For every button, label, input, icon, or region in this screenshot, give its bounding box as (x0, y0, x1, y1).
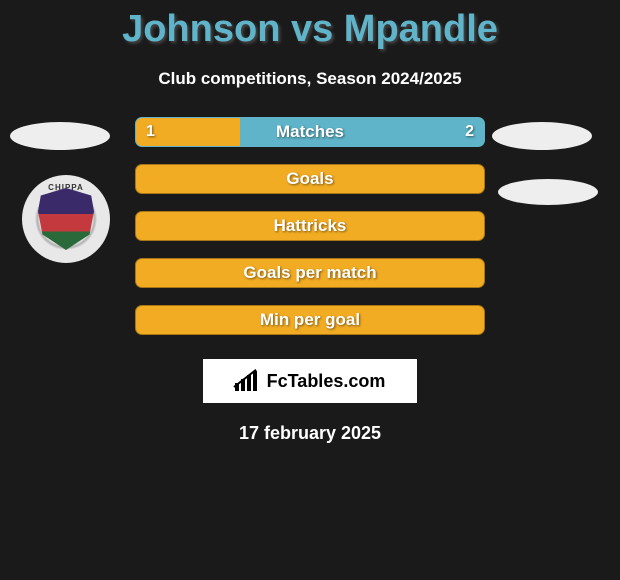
avatar-left (10, 122, 110, 150)
club-badge-right (498, 179, 598, 205)
bar-label: Goals (286, 169, 333, 189)
page-title: Johnson vs Mpandle (0, 0, 620, 51)
shield-icon (38, 188, 94, 250)
bar-chart-icon (235, 371, 261, 391)
bar-label: Hattricks (274, 216, 347, 236)
stat-bar: Goals (135, 164, 485, 194)
stat-bar: 1 2 Matches (135, 117, 485, 147)
date-label: 17 february 2025 (0, 423, 620, 444)
bar-value-left: 1 (146, 123, 155, 141)
bar-value-right: 2 (465, 123, 474, 141)
bar-label: Goals per match (243, 263, 376, 283)
fctables-logo: FcTables.com (203, 359, 417, 403)
stat-bars: 1 2 Matches Goals Hattricks Goals per match Mi… (135, 117, 485, 335)
stat-bar: Min per goal (135, 305, 485, 335)
bar-label: Min per goal (260, 310, 360, 330)
page-subtitle: Club competitions, Season 2024/2025 (0, 69, 620, 89)
chart-area: CHIPPA 1 2 Matches Goals Hattricks Goals per … (0, 117, 620, 444)
avatar-right (492, 122, 592, 150)
logo-text: FcTables.com (267, 371, 386, 392)
stat-bar: Goals per match (135, 258, 485, 288)
bar-label: Matches (276, 122, 344, 142)
stat-bar: Hattricks (135, 211, 485, 241)
club-badge-left: CHIPPA (22, 175, 110, 263)
